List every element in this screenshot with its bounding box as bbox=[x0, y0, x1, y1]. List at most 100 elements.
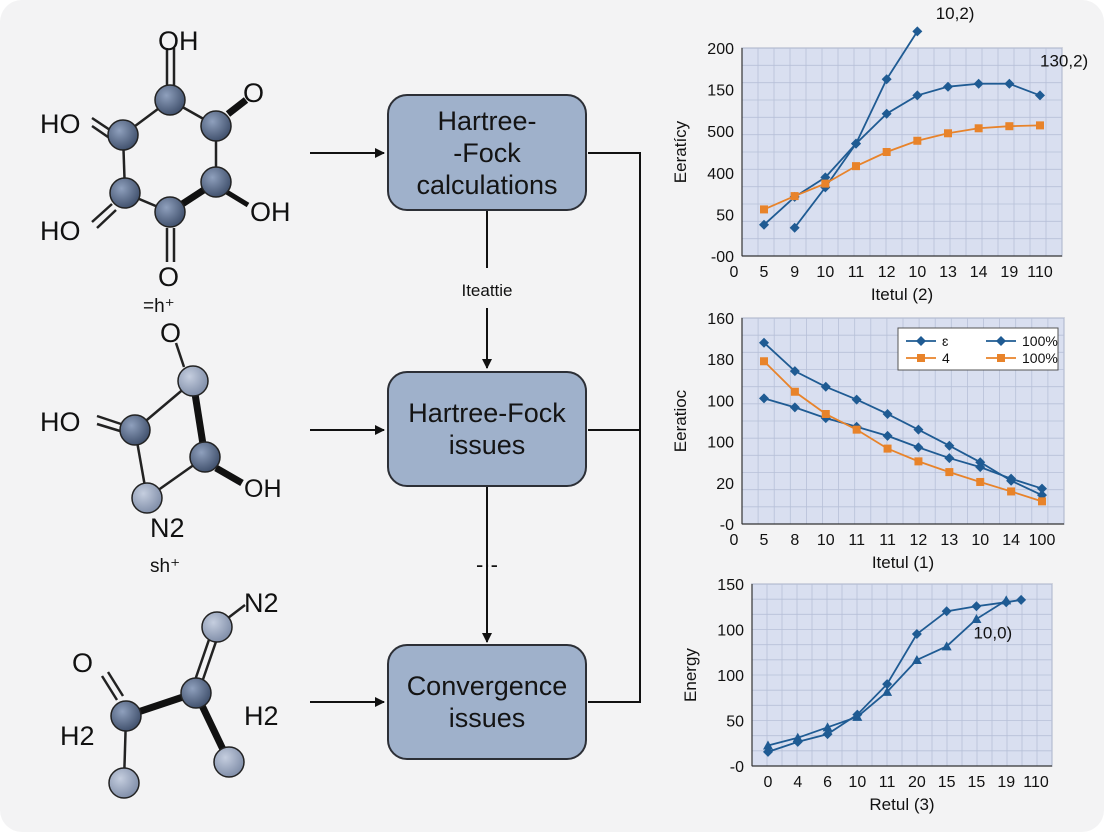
atom bbox=[180, 677, 212, 709]
data-point bbox=[820, 381, 831, 392]
x-origin-label: 0 bbox=[730, 264, 739, 281]
data-point bbox=[882, 679, 893, 690]
x-tick-label: 12 bbox=[878, 264, 896, 281]
x-tick-label: 11 bbox=[879, 774, 896, 791]
data-point bbox=[881, 108, 892, 119]
series-3 bbox=[760, 121, 1044, 214]
data-point bbox=[1036, 121, 1044, 130]
x-tick-label: 10 bbox=[971, 532, 989, 549]
data-point bbox=[1004, 78, 1015, 89]
data-point bbox=[852, 162, 860, 171]
y-tick-label: -0 bbox=[730, 759, 744, 776]
bond bbox=[96, 209, 117, 229]
series-line bbox=[767, 599, 1022, 753]
data-point bbox=[1001, 597, 1012, 608]
data-point bbox=[851, 138, 861, 149]
atom bbox=[119, 414, 151, 446]
atom bbox=[189, 441, 221, 473]
data-point bbox=[974, 124, 983, 133]
x-tick-label: 15 bbox=[968, 774, 986, 791]
data-point bbox=[912, 90, 923, 101]
data-point bbox=[941, 606, 952, 617]
box-convergence-issues: Convergence issues bbox=[387, 644, 587, 760]
atom bbox=[200, 110, 232, 142]
data-point bbox=[822, 722, 833, 732]
data-point bbox=[911, 629, 922, 640]
atom bbox=[108, 767, 140, 799]
legend: ɛ 100% 4 100% bbox=[897, 327, 1059, 371]
x-tick-label: 13 bbox=[940, 532, 958, 549]
data-point bbox=[882, 686, 893, 696]
legend-box bbox=[897, 327, 1059, 371]
data-point bbox=[975, 462, 986, 473]
annotation: 130,2) bbox=[1040, 52, 1088, 71]
legend-swatch-marker bbox=[917, 354, 925, 362]
data-point bbox=[1016, 594, 1027, 605]
bond bbox=[174, 342, 186, 368]
molecule-square bbox=[96, 342, 244, 514]
data-point bbox=[913, 136, 922, 145]
y-tick-label: -0 bbox=[720, 517, 734, 534]
y-axis-title: Energy bbox=[681, 648, 700, 702]
data-point bbox=[976, 477, 985, 486]
data-point bbox=[1006, 473, 1017, 484]
atom-label: OH bbox=[158, 26, 199, 56]
x-tick-label: 9 bbox=[790, 264, 799, 281]
series-2 bbox=[763, 594, 1027, 757]
atom bbox=[177, 365, 209, 397]
atom-label: O bbox=[158, 262, 179, 292]
atom-label: HO bbox=[40, 216, 81, 246]
data-point bbox=[789, 222, 800, 233]
data-point bbox=[945, 468, 954, 477]
y-tick-label: 50 bbox=[726, 714, 744, 731]
box-line: -Fock bbox=[453, 137, 521, 168]
series-line bbox=[763, 342, 1043, 496]
atom bbox=[213, 746, 245, 778]
box-line: Hartree- bbox=[437, 105, 537, 136]
y-tick-label: -00 bbox=[711, 249, 734, 266]
legend-swatch-marker bbox=[997, 354, 1005, 362]
box-hartree-fock-calculations: Hartree- -Fock calculations bbox=[387, 94, 587, 211]
bond-bold bbox=[223, 188, 250, 208]
bond bbox=[91, 203, 113, 223]
legend-label: 100% bbox=[1022, 333, 1058, 349]
box-hartree-fock-issues: Hartree-Fock issues bbox=[387, 371, 587, 487]
data-point bbox=[822, 729, 833, 740]
legend-label: 4 bbox=[942, 350, 950, 366]
x-axis-title: Itetul (2) bbox=[871, 285, 933, 304]
series-line bbox=[763, 397, 1043, 490]
y-tick-label: 150 bbox=[707, 83, 734, 100]
y-tick-label: 180 bbox=[707, 352, 734, 369]
annotation: 10,0) bbox=[973, 624, 1012, 643]
chart-2: 0 5 8 10 11 11 12 13 10 14 100 -0 20 100 100 180 160 Itet… bbox=[671, 311, 1065, 572]
x-tick-label: 5 bbox=[760, 532, 769, 549]
data-point bbox=[913, 424, 924, 435]
molecule-charge: =h⁺ bbox=[143, 296, 175, 317]
data-point bbox=[881, 74, 892, 85]
y-tick-label: 100 bbox=[707, 393, 734, 410]
x-tick-label: 19 bbox=[1000, 264, 1018, 281]
box-line: Convergence bbox=[406, 671, 568, 701]
annotation: 10,2) bbox=[936, 4, 975, 23]
data-point bbox=[792, 736, 803, 747]
legend-swatch-marker bbox=[916, 336, 926, 346]
data-point bbox=[790, 387, 799, 396]
series-line bbox=[763, 82, 1041, 226]
x-tick-label: 14 bbox=[970, 264, 988, 281]
atom-label: OH bbox=[244, 475, 282, 503]
data-point bbox=[941, 641, 952, 651]
x-tick-label: 0 bbox=[764, 774, 773, 791]
data-point bbox=[852, 425, 861, 434]
data-point bbox=[760, 357, 768, 366]
bond-bold bbox=[225, 97, 249, 117]
atom-label: N2 bbox=[244, 588, 279, 618]
data-point bbox=[944, 129, 952, 138]
data-point bbox=[789, 402, 800, 413]
atom bbox=[200, 166, 232, 198]
x-tick-label: 110 bbox=[1027, 264, 1053, 281]
atom-label: H2 bbox=[244, 701, 279, 731]
legend-entry: ɛ bbox=[906, 333, 949, 349]
data-point bbox=[943, 81, 953, 92]
legend-label: 100% bbox=[1022, 350, 1058, 366]
data-point bbox=[852, 709, 863, 720]
